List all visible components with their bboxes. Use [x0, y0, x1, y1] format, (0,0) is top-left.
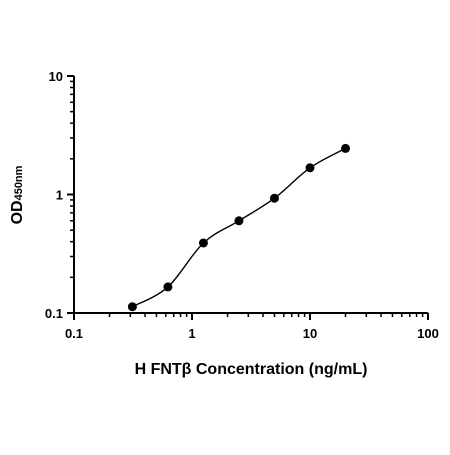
x-axis-title: H FNTβ Concentration (ng/mL) — [135, 361, 368, 378]
data-point — [269, 193, 279, 203]
y-tick-label: 1 — [56, 188, 63, 203]
axes — [73, 76, 428, 314]
x-tick-label: 0.1 — [65, 326, 83, 341]
ticks: 0.1 1 10 100 0.1 1 10 — [45, 69, 439, 341]
y-axis-title: OD450nm — [9, 165, 26, 224]
fit-curve — [132, 147, 346, 308]
x-tick-label: 10 — [303, 326, 317, 341]
y-axis-title-main: OD — [9, 200, 26, 224]
y-tick-label: 10 — [49, 69, 63, 84]
x-tick-label: 1 — [188, 326, 195, 341]
data-point — [305, 163, 315, 173]
data-point — [198, 238, 208, 248]
x-tick-label: 100 — [417, 326, 439, 341]
data-point — [234, 216, 244, 226]
data-point — [341, 143, 351, 153]
fit-curve-group — [132, 147, 346, 308]
data-point — [127, 302, 137, 312]
y-axis-title-subscript: 450nm — [13, 165, 25, 200]
data-points — [127, 143, 351, 312]
y-tick-label: 0.1 — [45, 306, 63, 321]
data-point — [163, 282, 173, 292]
